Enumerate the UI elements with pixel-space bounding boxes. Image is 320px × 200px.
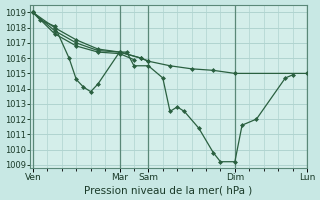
X-axis label: Pression niveau de la mer( hPa ): Pression niveau de la mer( hPa ) xyxy=(84,185,253,195)
